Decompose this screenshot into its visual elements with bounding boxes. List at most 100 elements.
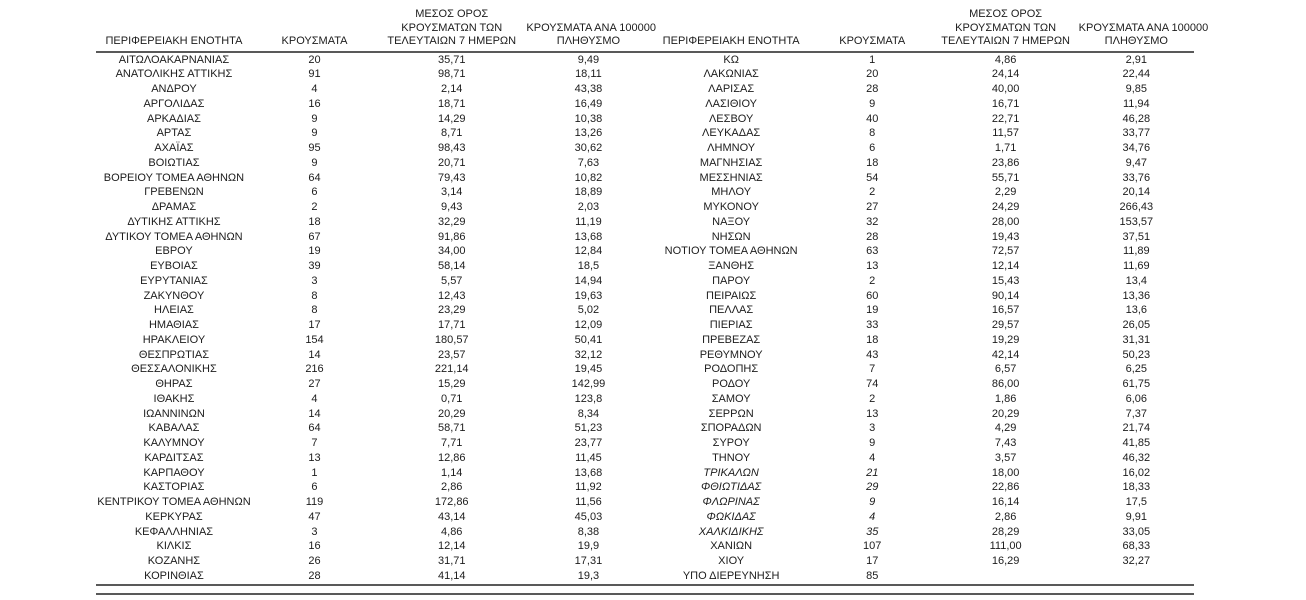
region-name-cell: ΝΗΣΩΝ: [711, 230, 751, 243]
region-name-cell: ΜΕΣΣΗΝΙΑΣ: [699, 171, 763, 184]
value-cell: 21: [866, 466, 879, 479]
value-cell: 4: [311, 392, 318, 405]
region-name-cell: ΜΗΛΟΥ: [711, 186, 752, 199]
regional-cases-report: ΠΕΡΙΦΕΡΕΙΑΚΗ ΕΝΟΤΗΤΑ ΚΡΟΥΣΜΑΤΑ ΜΕΣΟΣ ΟΡΟ…: [96, 6, 1208, 595]
value-cell: 39: [308, 260, 321, 272]
region-name-cell: ΜΥΚΟΝΟΥ: [703, 201, 759, 213]
value-cell: 63: [866, 245, 879, 258]
value-cell: 54: [866, 171, 879, 184]
table-row: ΚΕΝΤΡΙΚΟΥ ΤΟΜΕΑ ΑΘΗΝΩΝ 119 172,86 11,56 ΦΛΩΡ…: [96, 495, 1194, 510]
table-row: ΔΡΑΜΑΣ 2 9,43 2,03 ΜΥΚΟΝΟΥ 27 24,29 266,43: [96, 200, 1194, 215]
value-cell: 47: [308, 510, 321, 523]
value-cell: 23,86: [991, 156, 1020, 169]
value-cell: 4: [869, 510, 876, 523]
value-cell: 13: [866, 407, 879, 420]
value-cell: 15,43: [991, 274, 1020, 287]
value-cell: 19,3: [577, 569, 600, 582]
col-header-region-right: ΠΕΡΙΦΕΡΕΙΑΚΗ ΕΝΟΤΗΤΑ: [650, 6, 812, 53]
value-cell: 12,86: [437, 451, 466, 464]
value-cell: 9,85: [1125, 83, 1148, 95]
table-row: ΘΕΣΠΡΩΤΙΑΣ 14 23,57 32,12 ΡΕΘΥΜΝΟΥ 43 42,14 50,…: [96, 348, 1194, 363]
value-cell: 17: [866, 555, 879, 567]
header-label: ΠΛΗΘΥΣΜΟ: [1104, 35, 1168, 47]
region-name-cell: ΠΕΙΡΑΙΩΣ: [706, 289, 757, 302]
table-row: ΖΑΚΥΝΘΟΥ 8 12,43 19,63 ΠΕΙΡΑΙΩΣ 60 90,14 13,36: [96, 289, 1194, 304]
value-cell: 40,00: [991, 83, 1020, 95]
value-cell: 2,03: [577, 201, 600, 213]
value-cell: 7,71: [441, 437, 463, 449]
value-cell: 142,99: [571, 378, 606, 390]
value-cell: 91,86: [437, 230, 466, 243]
region-name-cell: ΔΥΤΙΚΗΣ ΑΤΤΙΚΗΣ: [127, 215, 221, 228]
col-header-avg7-left: ΜΕΣΟΣ ΟΡΟΣ ΚΡΟΥΣΜΑΤΩΝ ΤΩΝ ΤΕΛΕΥΤΑΙΩΝ 7 Η…: [377, 6, 527, 53]
value-cell: 17,71: [437, 319, 466, 331]
value-cell: 6,25: [1125, 363, 1148, 376]
table-row: ΔΥΤΙΚΟΥ ΤΟΜΕΑ ΑΘΗΝΩΝ 67 91,86 13,68 ΝΗΣΩΝ 28 1…: [96, 230, 1194, 245]
value-cell: 28: [866, 230, 879, 243]
value-cell: 221,14: [434, 363, 469, 376]
value-cell: 11,69: [1122, 260, 1150, 272]
value-cell: 3: [869, 422, 876, 435]
value-cell: 1,86: [994, 392, 1017, 405]
value-cell: 79,43: [437, 171, 466, 184]
value-cell: 17: [308, 319, 321, 331]
region-name-cell: ΦΛΩΡΙΝΑΣ: [702, 496, 760, 508]
region-name-cell: ΛΑΣΙΘΙΟΥ: [705, 97, 757, 110]
value-cell: 43,14: [437, 510, 466, 523]
value-cell: [1079, 569, 1194, 585]
value-cell: 16,29: [991, 555, 1020, 567]
col-header-per100k-left: ΚΡΟΥΣΜΑΤΑ ΑΝΑ 100000 ΠΛΗΘΥΣΜΟ: [526, 6, 656, 53]
region-name-cell: ΧΑΝΙΩΝ: [710, 540, 753, 553]
value-cell: 34,00: [437, 245, 466, 258]
value-cell: 9: [869, 437, 876, 449]
region-name-cell: ΑΡΓΟΛΙΔΑΣ: [143, 97, 205, 110]
value-cell: 2,86: [441, 481, 463, 494]
value-cell: 17,5: [1125, 496, 1148, 508]
value-cell: 2: [869, 392, 876, 405]
value-cell: 29: [866, 481, 879, 494]
value-cell: 8,38: [577, 525, 600, 538]
region-name-cell: ΑΡΤΑΣ: [156, 127, 192, 140]
region-name-cell: ΚΑΡΔΙΤΣΑΣ: [144, 451, 204, 464]
region-name-cell: ΚΙΛΚΙΣ: [156, 540, 192, 553]
value-cell: 20,14: [1122, 186, 1151, 199]
value-cell: 18,33: [1122, 481, 1151, 494]
value-cell: 98,71: [437, 68, 466, 81]
table-header: ΠΕΡΙΦΕΡΕΙΑΚΗ ΕΝΟΤΗΤΑ ΚΡΟΥΣΜΑΤΑ ΜΕΣΟΣ ΟΡΟ…: [96, 6, 1208, 53]
header-label: ΚΡΟΥΣΜΑΤΩΝ ΤΩΝ: [955, 21, 1057, 34]
value-cell: 3: [311, 274, 318, 287]
value-cell: 22,44: [1122, 68, 1151, 81]
value-cell: 1: [869, 53, 876, 66]
value-cell: 18: [866, 333, 879, 346]
col-header-avg7-right: ΜΕΣΟΣ ΟΡΟΣ ΚΡΟΥΣΜΑΤΩΝ ΤΩΝ ΤΕΛΕΥΤΑΙΩΝ 7 Η…: [932, 6, 1079, 53]
value-cell: 2: [869, 274, 876, 287]
table-row: ΚΕΦΑΛΛΗΝΙΑΣ 3 4,86 8,38 ΧΑΛΚΙΔΙΚΗΣ 35 28,29 33,…: [96, 525, 1194, 540]
value-cell: 8,71: [441, 127, 463, 140]
value-cell: 68,33: [1122, 540, 1151, 553]
value-cell: 51,23: [574, 422, 603, 435]
value-cell: 11,45: [575, 451, 602, 464]
table-row: ΚΑΡΠΑΘΟΥ 1 1,14 13,68 ΤΡΙΚΑΛΩΝ 21 18,00 16,02: [96, 466, 1194, 481]
value-cell: 13,4: [1125, 274, 1148, 287]
value-cell: 13,26: [574, 127, 603, 140]
value-cell: 21,74: [1122, 422, 1151, 435]
value-cell: 23,57: [437, 348, 466, 361]
region-name-cell: ΧΙΟΥ: [718, 555, 745, 567]
value-cell: 27: [308, 378, 321, 390]
value-cell: 19,9: [577, 540, 600, 553]
value-cell: 14: [308, 407, 321, 420]
value-cell: 50,23: [1122, 348, 1151, 361]
region-name-cell: ΡΟΔΟΥ: [711, 378, 751, 390]
table-body: ΑΙΤΩΛΟΑΚΑΡΝΑΝΙΑΣ 20 35,71 9,49 ΚΩ 1 4,86 2,91 ΑΝ…: [96, 52, 1194, 585]
value-cell: [933, 569, 1079, 585]
value-cell: 14,29: [437, 112, 466, 125]
value-cell: 58,14: [437, 260, 466, 272]
value-cell: 4,29: [994, 422, 1017, 435]
value-cell: 19: [866, 304, 879, 317]
value-cell: 8,34: [577, 407, 600, 420]
table-row: ΓΡΕΒΕΝΩΝ 6 3,14 18,89 ΜΗΛΟΥ 2 2,29 20,14: [96, 185, 1194, 200]
value-cell: 16,14: [991, 496, 1020, 508]
value-cell: 16,57: [991, 304, 1020, 317]
value-cell: 32,12: [574, 348, 603, 361]
region-name-cell: ΝΑΞΟΥ: [712, 215, 751, 228]
